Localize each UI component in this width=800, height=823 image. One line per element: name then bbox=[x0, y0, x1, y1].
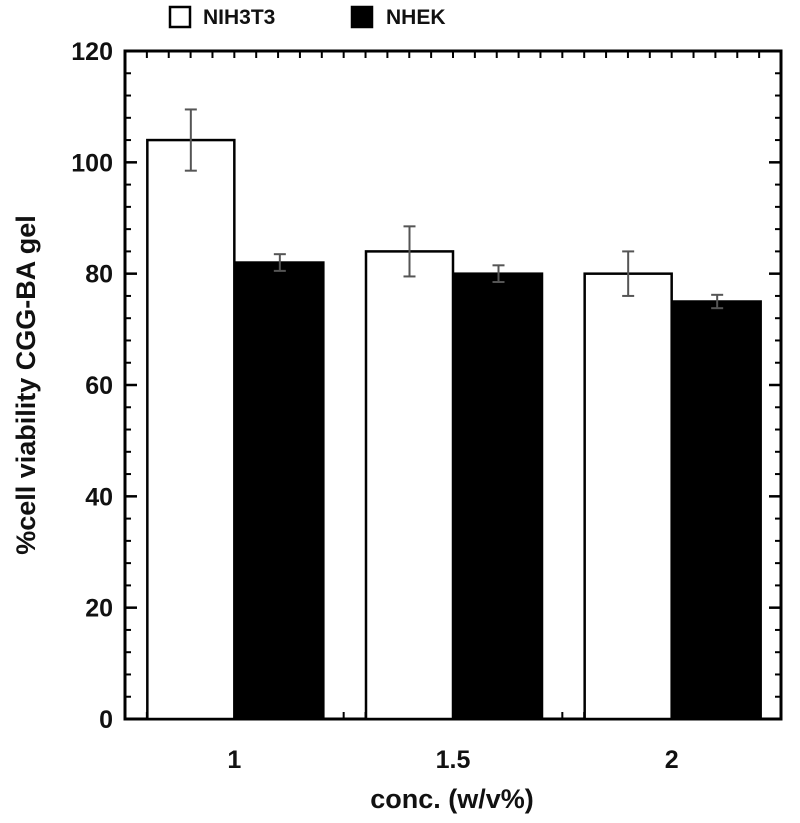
y-tick-label: 120 bbox=[71, 38, 113, 66]
x-tick-label: 2 bbox=[665, 746, 679, 774]
y-tick-label: 80 bbox=[85, 261, 113, 289]
y-tick-label: 60 bbox=[85, 372, 113, 400]
y-tick-label: 40 bbox=[85, 483, 113, 511]
bar-nhek-1.5 bbox=[453, 272, 544, 721]
legend-swatch-nhek bbox=[350, 5, 374, 29]
legend-swatch-nih3t3 bbox=[168, 5, 192, 29]
legend-label-nhek: NHEK bbox=[386, 6, 446, 29]
bar-nhek-2 bbox=[672, 300, 762, 721]
legend-label-nih3t3: NIH3T3 bbox=[203, 6, 275, 29]
x-tick-label: 1 bbox=[227, 746, 241, 774]
bar-nih3t3-2 bbox=[583, 272, 673, 721]
bar-nih3t3-1.5 bbox=[364, 250, 455, 721]
bar-nhek-1 bbox=[235, 261, 325, 721]
plot-area: 0 20 40 60 80 100 120 1 1.5 2 bbox=[71, 38, 783, 774]
y-axis-title: %cell viability CGG-BA gel bbox=[11, 215, 41, 555]
bar-nih3t3-1 bbox=[146, 138, 236, 721]
y-tick-label: 100 bbox=[71, 149, 113, 177]
legend: NIH3T3 NHEK bbox=[168, 5, 446, 29]
y-tick-label: 0 bbox=[99, 706, 113, 734]
x-tick-label: 1.5 bbox=[436, 746, 471, 774]
x-axis-title: conc. (w/v%) bbox=[370, 784, 534, 814]
y-tick-label: 20 bbox=[85, 595, 113, 623]
